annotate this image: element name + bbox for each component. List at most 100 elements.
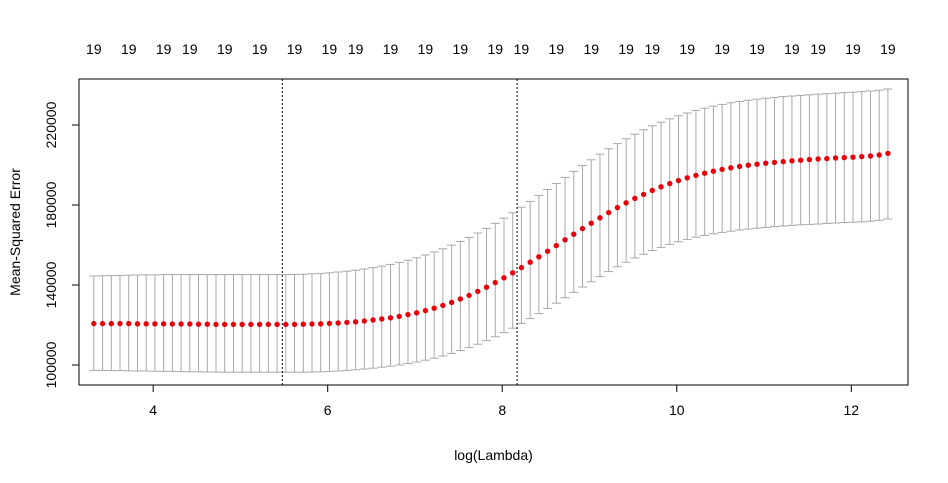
mse-point [361, 318, 368, 324]
mse-point [387, 315, 394, 321]
top-axis-label: 19 [453, 41, 469, 57]
top-axis-label: 19 [86, 41, 102, 57]
mse-point [562, 237, 568, 243]
mse-point [614, 204, 621, 211]
error-bar [420, 254, 430, 361]
mse-point [632, 195, 638, 202]
mse-point [649, 187, 656, 194]
mse-point [379, 316, 385, 322]
top-axis-label: 19 [121, 41, 137, 57]
mse-point [876, 152, 882, 158]
mse-point [501, 275, 507, 281]
mse-point [588, 220, 594, 226]
mse-point [815, 156, 821, 162]
top-axis-label: 19 [418, 41, 434, 57]
mse-point [824, 155, 830, 162]
mse-point [728, 165, 734, 171]
top-axis-label: 19 [287, 41, 303, 57]
top-axis-label: 19 [645, 41, 661, 57]
mse-point [291, 321, 298, 328]
x-axis: 4 6 8 10 12 [149, 384, 859, 418]
mse-point [658, 184, 664, 190]
mse-point [230, 321, 237, 328]
top-axis-label: 19 [487, 41, 503, 57]
x-tick-label: 4 [149, 402, 157, 418]
mse-point [405, 311, 411, 318]
mse-point [466, 292, 472, 299]
mse-point [553, 242, 560, 249]
mse-point [859, 153, 865, 160]
mse-point [152, 321, 158, 327]
top-axis-label: 19 [583, 41, 599, 57]
mse-point [483, 284, 490, 290]
error-bar [429, 251, 439, 359]
mse-point [99, 320, 106, 327]
top-axis-label: 19 [348, 41, 364, 57]
mse-point [710, 168, 717, 174]
mse-point [492, 279, 498, 286]
top-axis-label: 19 [156, 41, 172, 57]
mse-point [352, 319, 359, 325]
mse-point [213, 321, 219, 328]
mse-point [265, 321, 272, 328]
mse-point [422, 307, 429, 314]
x-tick-label: 10 [669, 402, 685, 418]
mse-point [91, 320, 97, 327]
mse-points [91, 150, 891, 328]
mse-point [457, 296, 464, 302]
mse-point [344, 319, 350, 326]
mse-point [597, 215, 603, 221]
mse-point [239, 321, 245, 328]
top-axis-label: 19 [784, 41, 800, 57]
mse-point [108, 320, 114, 327]
mse-point [693, 172, 699, 179]
mse-point [754, 161, 760, 167]
mse-point [283, 321, 289, 328]
mse-point [579, 225, 586, 232]
top-axis-label: 19 [322, 41, 338, 57]
top-axis-label: 19 [714, 41, 730, 57]
mse-point [370, 317, 376, 323]
error-bar [438, 248, 448, 357]
y-tick-label: 140000 [43, 261, 59, 308]
top-axis-label: 19 [252, 41, 268, 57]
top-axis-label: 19 [845, 41, 861, 57]
mse-point [832, 155, 839, 161]
mse-point [117, 320, 123, 327]
mse-point [684, 175, 690, 181]
error-bar [412, 257, 422, 363]
mse-point [126, 320, 132, 327]
error-bar [447, 244, 457, 354]
mse-point [187, 321, 193, 327]
mse-point [536, 254, 542, 260]
mse-point [745, 162, 752, 168]
y-axis-label: Mean-Squared Error [7, 168, 23, 296]
mse-point [885, 150, 891, 157]
mse-point [134, 321, 141, 327]
x-axis-label: log(Lambda) [454, 447, 533, 463]
mse-point [300, 321, 306, 327]
mse-point [623, 200, 629, 206]
top-axis-label: 19 [549, 41, 565, 57]
mse-point [318, 321, 324, 327]
mse-point [248, 321, 254, 328]
x-tick-label: 12 [843, 402, 859, 418]
top-axis-variable-counts: 19 19 19 19 19 19 19 19 19 19 19 19 19 19 19 19 19 19 19 19… [86, 41, 896, 57]
mse-point [309, 321, 315, 327]
mse-point [256, 321, 263, 328]
mse-point [527, 259, 533, 265]
mse-point [736, 163, 743, 170]
mse-point [431, 305, 437, 311]
mse-point [701, 170, 708, 176]
error-bar [473, 232, 483, 345]
y-axis: 100000 140000 180000 220000 [43, 101, 80, 388]
mse-point [143, 321, 149, 327]
mse-point [414, 310, 420, 316]
mse-point [448, 299, 455, 306]
mse-point [640, 191, 647, 198]
mse-point [719, 166, 725, 173]
x-tick-label: 8 [498, 402, 506, 418]
mse-point [326, 320, 333, 327]
mse-point [771, 159, 778, 166]
